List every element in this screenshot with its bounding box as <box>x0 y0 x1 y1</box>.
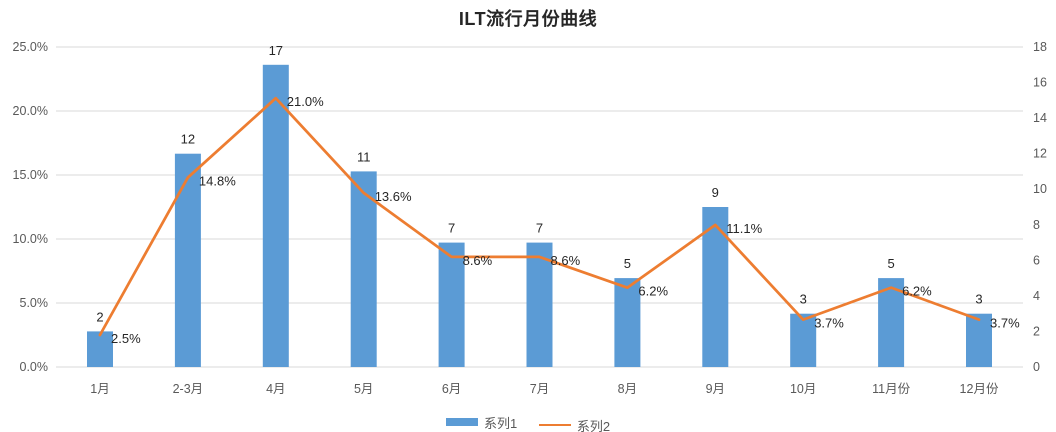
svg-text:2.5%: 2.5% <box>111 331 141 346</box>
svg-text:1月: 1月 <box>90 382 109 396</box>
svg-text:6.2%: 6.2% <box>638 284 668 299</box>
svg-text:0: 0 <box>1033 360 1040 374</box>
svg-text:14.8%: 14.8% <box>199 174 236 189</box>
svg-text:5月: 5月 <box>354 382 373 396</box>
svg-text:5: 5 <box>624 256 631 271</box>
svg-text:8月: 8月 <box>618 382 637 396</box>
svg-text:10月: 10月 <box>790 382 816 396</box>
svg-text:7月: 7月 <box>530 382 549 396</box>
svg-text:4月: 4月 <box>266 382 285 396</box>
svg-text:15.0%: 15.0% <box>13 168 48 182</box>
svg-text:6月: 6月 <box>442 382 461 396</box>
svg-text:20.0%: 20.0% <box>13 104 48 118</box>
svg-text:5.0%: 5.0% <box>20 296 49 310</box>
svg-text:10.0%: 10.0% <box>13 232 48 246</box>
svg-text:21.0%: 21.0% <box>287 94 324 109</box>
svg-text:6.2%: 6.2% <box>902 284 932 299</box>
svg-text:25.0%: 25.0% <box>13 40 48 54</box>
svg-text:3.7%: 3.7% <box>814 316 844 331</box>
svg-text:11: 11 <box>357 149 371 164</box>
svg-text:12: 12 <box>181 132 195 147</box>
svg-text:4: 4 <box>1033 289 1040 303</box>
svg-text:16: 16 <box>1033 76 1047 90</box>
svg-text:7: 7 <box>536 221 543 236</box>
svg-text:6: 6 <box>1033 253 1040 267</box>
svg-text:9: 9 <box>712 185 719 200</box>
svg-text:11月份: 11月份 <box>872 382 910 396</box>
svg-text:12月份: 12月份 <box>960 382 999 396</box>
svg-text:2: 2 <box>1033 324 1040 338</box>
svg-text:0.0%: 0.0% <box>20 360 49 374</box>
svg-text:14: 14 <box>1033 111 1047 125</box>
svg-text:13.6%: 13.6% <box>375 189 412 204</box>
svg-text:3: 3 <box>975 292 982 307</box>
svg-text:17: 17 <box>269 43 283 58</box>
svg-text:8.6%: 8.6% <box>551 253 581 268</box>
svg-text:7: 7 <box>448 221 455 236</box>
svg-text:8: 8 <box>1033 218 1040 232</box>
svg-text:3.7%: 3.7% <box>990 316 1020 331</box>
svg-text:10: 10 <box>1033 182 1047 196</box>
svg-text:18: 18 <box>1033 40 1047 54</box>
svg-text:8.6%: 8.6% <box>463 253 493 268</box>
svg-text:3: 3 <box>800 292 807 307</box>
svg-text:9月: 9月 <box>706 382 725 396</box>
svg-text:5: 5 <box>887 256 894 271</box>
svg-text:11.1%: 11.1% <box>726 221 762 236</box>
svg-text:2: 2 <box>96 309 103 324</box>
svg-text:2-3月: 2-3月 <box>173 382 204 396</box>
svg-text:12: 12 <box>1033 147 1047 161</box>
